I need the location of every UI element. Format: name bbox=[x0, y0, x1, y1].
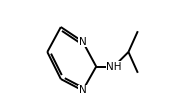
Text: NH: NH bbox=[106, 62, 122, 72]
Text: N: N bbox=[79, 37, 87, 47]
Text: N: N bbox=[79, 85, 87, 95]
